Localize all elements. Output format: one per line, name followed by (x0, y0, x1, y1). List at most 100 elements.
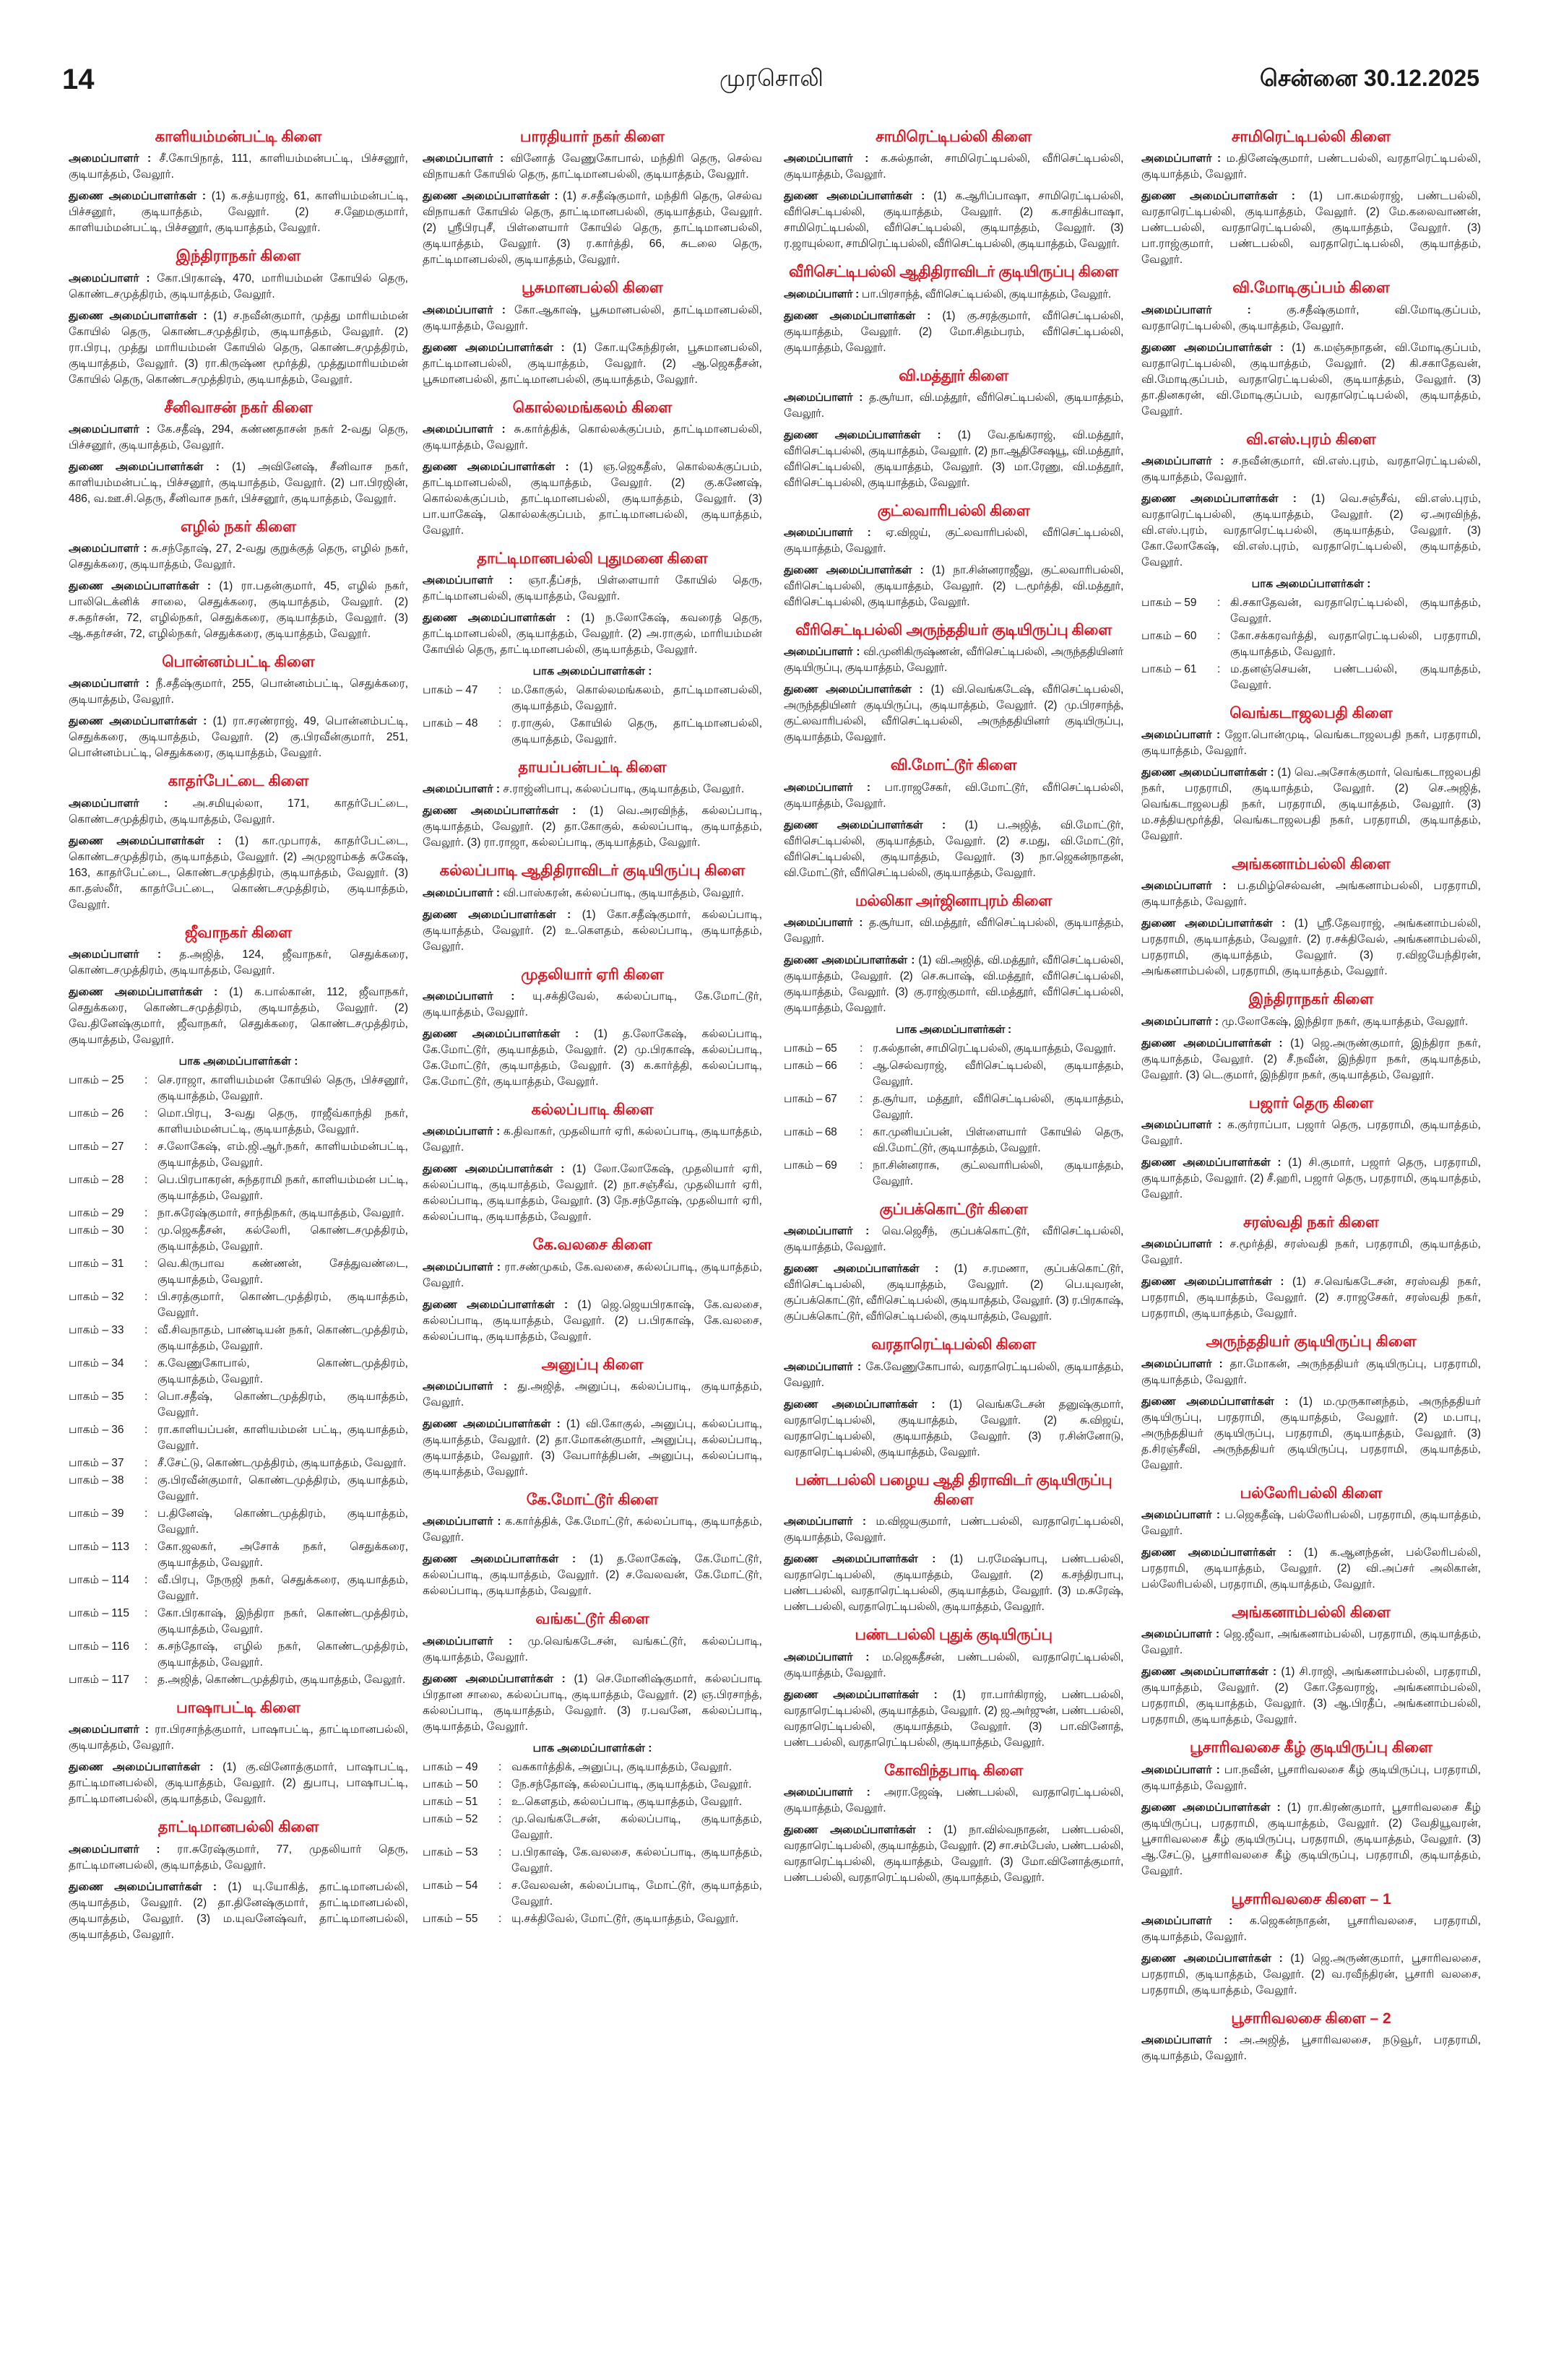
branch-title: பண்டபல்லி பழைய ஆதி திராவிடர் குடியிருப்ப… (795, 1471, 1112, 1508)
booth-no: 37 (111, 1457, 124, 1470)
branch-section: மல்லிகா அர்ஜினாபுரம் கிளை அமைப்பாளர் : த.… (784, 891, 1123, 1190)
deputies-entry: துணை அமைப்பாளர்கள் : (1) நா.வில்வநாதன், … (784, 1822, 1123, 1886)
deputies-label: துணை அமைப்பாளர்கள் : (784, 1688, 938, 1701)
deputies-entry: துணை அமைப்பாளர்கள் : (1) ரா.சரண்ராஜ், 49… (69, 714, 408, 761)
booth-no: 26 (111, 1107, 124, 1120)
booth-prefix: பாகம் – (69, 1607, 108, 1620)
booth-colon: : (1217, 596, 1221, 609)
booth-row: பாகம் – 61: ம.தனஞ்செயன், பண்டபல்லி, குடிய… (1141, 662, 1481, 693)
deputies-entry: துணை அமைப்பாளர்கள் : (1) ஜெ.ஜெயபிரகாஷ், … (423, 1297, 762, 1345)
booth-prefix: பாகம் – (423, 1845, 462, 1858)
booth-colon: : (860, 1126, 863, 1139)
booth-colon: : (860, 1060, 863, 1073)
organizer-text: ஜோ.பொன்முடி, வெங்கடாஜலபதி நகர், பரதராமி,… (1141, 729, 1481, 758)
organizer-label: அமைப்பாளர் : (423, 303, 506, 316)
booth-row: பாகம் – 39: ப.தினேஷ், கொண்டமுத்திரம், குட… (69, 1506, 408, 1538)
organizer-entry: அமைப்பாளர் : அ.சமியுல்லா, 171, காதர்பேட்… (69, 796, 408, 828)
branch-title: தாட்டிமானபல்லி புதுமனை கிளை (477, 550, 708, 567)
booth-row: பாகம் – 55: யு.சக்திவேல், மோட்டூர், குடிய… (423, 1911, 762, 1927)
organizer-text: அரா.ஜேஷ், பண்டபல்லி, வரதாரெட்டிபல்லி, கு… (784, 1786, 1123, 1814)
booth-text: ம.கோகுல், கொல்லமங்கலம், தாட்டிமானபல்லி, … (511, 684, 762, 713)
branch-section: அங்கனாம்பல்லி கிளை அமைப்பாளர் : ஜெ.ஜீவா, … (1141, 1603, 1481, 1728)
organizer-label: அமைப்பாளர் : (784, 1360, 861, 1373)
booth-prefix: பாகம் – (1141, 596, 1181, 609)
deputies-entry: துணை அமைப்பாளர்கள் : (1) வெ.அரவிந்த், கல… (423, 803, 762, 851)
organizer-label: அமைப்பாளர் : (784, 1515, 866, 1528)
branch-section: கே.மோட்டூர் கிளை அமைப்பாளர் : க.கார்த்திக… (423, 1490, 762, 1599)
booth-row: பாகம் – 33: வீ.சிவநாதம், பாண்டியன் நகர், … (69, 1323, 408, 1354)
booth-row: பாகம் – 115: கோ.பிரகாஷ், இந்திரா நகர், கொ… (69, 1606, 408, 1637)
booth-prefix: பாகம் – (1141, 629, 1181, 642)
branch-section: அருந்ததியர் குடியிருப்பு கிளை அமைப்பாளர் … (1141, 1332, 1481, 1473)
booth-number: பாகம் – 53 (423, 1845, 498, 1877)
booth-number: பாகம் – 37 (69, 1455, 144, 1471)
booth-row: பாகம் – 114: வீ.பிரபு, நேருஜி நகர், செதுக… (69, 1572, 408, 1604)
booth-text: ம.தனஞ்செயன், பண்டபல்லி, குடியாத்தம், வேல… (1230, 662, 1481, 691)
deputies-text: (1) வெ.அரவிந்த், கல்லப்பாடி, குடியாத்தம்… (423, 805, 762, 849)
organizer-label: அமைப்பாளர் : (1141, 303, 1251, 316)
organizer-text: ஏ.விஜய், குட்லவாரிபல்லி, வீரிசெட்டிபல்லி… (784, 527, 1123, 555)
organizer-label: அமைப்பாளர் : (69, 272, 150, 285)
organizer-entry: அமைப்பாளர் : ஏ.விஜய், குட்லவாரிபல்லி, வீ… (784, 525, 1123, 557)
booth-row: பாகம் – 69: நா.சின்னராசு, குட்லவாரிபல்லி,… (784, 1158, 1123, 1190)
booth-row: பாகம் – 68: கா.முனியப்பன், பிள்ளையார் கோய… (784, 1125, 1123, 1156)
booth-number: பாகம் – 67 (784, 1091, 860, 1123)
booth-row: பாகம் – 31: வெ.கிருபாவ கண்ணன், சேத்துவண்ட… (69, 1256, 408, 1288)
branch-title: அருந்ததியர் குடியிருப்பு கிளை (1206, 1333, 1417, 1351)
booth-number: பாகம் – 31 (69, 1256, 144, 1288)
organizer-entry: அமைப்பாளர் : க.திவாகர், முதலியார் ஏரி, க… (423, 1124, 762, 1156)
booth-prefix: பாகம் – (784, 1126, 822, 1139)
branch-section: பூசுமானபல்லி கிளை அமைப்பாளர் : கோ.ஆகாஷ், … (423, 278, 762, 387)
booth-colon: : (144, 1390, 148, 1403)
organizer-text: பா.ராஜசேகர், வி.மோட்டூர், வீரிசெட்டிபல்ல… (784, 781, 1123, 810)
deputies-text: (1) வி.அஜித், வி.மத்தூர், வீரிசெட்டிபல்ல… (784, 954, 1123, 1015)
booth-no: 29 (111, 1207, 124, 1220)
deputies-label: துணை அமைப்பாளர்கள் : (1141, 1666, 1277, 1679)
organizer-label: அமைப்பாளர் : (1141, 1357, 1223, 1370)
booth-prefix: பாகம் – (69, 1324, 108, 1337)
booth-prefix: பாகம் – (69, 1390, 108, 1403)
organizer-label: அமைப்பாளர் : (1141, 2034, 1228, 2047)
branch-title: வரதாரெட்டிபல்லி கிளை (871, 1336, 1036, 1354)
organizer-text: சீ.கோபிநாத், 111, காளியம்மன்பட்டி, பிச்ச… (69, 152, 408, 181)
branch-section: அனுப்பு கிளை அமைப்பாளர் : து.அஜித், அனுப்… (423, 1355, 762, 1480)
organizer-entry: அமைப்பாளர் : வெ.ஜெசீந், குப்பக்கொட்டூர்,… (784, 1224, 1123, 1255)
deputies-label: துணை அமைப்பாளர்கள் : (423, 460, 569, 473)
organizer-entry: அமைப்பாளர் : ஞா.தீப்சந், பிள்ளையார் கோயி… (423, 573, 762, 605)
branch-section: பண்டபல்லி பழைய ஆதி திராவிடர் குடியிருப்ப… (784, 1471, 1123, 1616)
booth-colon: : (498, 1879, 502, 1892)
booth-number: பாகம் – 25 (69, 1073, 144, 1104)
deputies-entry: துணை அமைப்பாளர்கள் : (1) க.சத்யராஜ், 61,… (69, 189, 408, 236)
booth-colon: : (144, 1474, 148, 1487)
booth-row: பாகம் – 49: வசுகார்த்திக், அனுப்பு, குடிய… (423, 1760, 762, 1775)
branch-title: வீரிசெட்டிபல்லி ஆதிதிராவிடர் குடியிருப்ப… (788, 264, 1119, 281)
deputies-text: (1) ரா.சரண்ராஜ், 49, பொன்னம்பட்டி, செதுக… (69, 715, 409, 760)
organizer-entry: அமைப்பாளர் : வினோத் வேணுகோபால், மந்திரி … (423, 151, 762, 183)
branch-section: வி.எஸ்.புரம் கிளை அமைப்பாளர் : ச.நவீன்கும… (1141, 430, 1481, 693)
deputies-text: (1) கோ.சதீஷ்குமார், கல்லப்பாடி, குடியாத்… (423, 908, 762, 953)
branch-title: வீரிசெட்டிபல்லி அருந்ததியர் குடியிருப்பு… (795, 622, 1112, 639)
booth-row: பாகம் – 52: மு.வெங்கடேசன், கல்லப்பாடி, கு… (423, 1812, 762, 1843)
organizer-entry: அமைப்பாளர் : ச.நவீன்குமார், வி.எஸ்.புரம்… (1141, 454, 1481, 485)
organizer-entry: அமைப்பாளர் : த.அஜித், 124, ஜீவாநகர், செத… (69, 947, 408, 979)
deputies-label: துணை அமைப்பாளர்கள் : (423, 190, 558, 203)
branch-title: வி.மத்தூர் கிளை (899, 367, 1008, 384)
branch-title: முதலியார் ஏரி கிளை (521, 966, 664, 983)
deputies-entry: துணை அமைப்பாளர்கள் : (1) கு.வினோத்குமார்… (69, 1760, 408, 1807)
deputies-label: துணை அமைப்பாளர்கள் : (69, 309, 207, 322)
booth-colon: : (498, 1778, 502, 1791)
branch-section: கே.வலசை கிளை அமைப்பாளர் : ரா.சண்முகம், கே… (423, 1235, 762, 1344)
deputies-entry: துணை அமைப்பாளர்கள் : (1) கோ.சதீஷ்குமார்,… (423, 907, 762, 955)
organizer-label: அமைப்பாளர் : (423, 783, 501, 796)
booth-row: பாகம் – 25: செ.ராஜா, காளியம்மன் கோயில் தெ… (69, 1073, 408, 1104)
booth-colon: : (144, 1107, 148, 1120)
organizer-label: அமைப்பாளர் : (423, 574, 513, 587)
column-1: காளியம்மன்பட்டி கிளை அமைப்பாளர் : சீ.கோபி… (69, 123, 408, 1953)
booth-no: 47 (465, 684, 478, 697)
branch-title: வி.மோடிகுப்பம் கிளை (1232, 280, 1390, 297)
branch-title: கல்லப்பாடி ஆதிதிராவிடர் குடியிருப்பு கிள… (439, 862, 745, 880)
booth-prefix: பாகம் – (1141, 662, 1181, 675)
organizer-text: வினோத் வேணுகோபால், மந்திரி தெரு, செல்வ வ… (423, 152, 763, 181)
branch-title: குட்லவாரிபல்லி கிளை (877, 502, 1030, 519)
organizer-text: து.அஜித், அனுப்பு, கல்லப்பாடி, குடியாத்த… (423, 1380, 762, 1408)
